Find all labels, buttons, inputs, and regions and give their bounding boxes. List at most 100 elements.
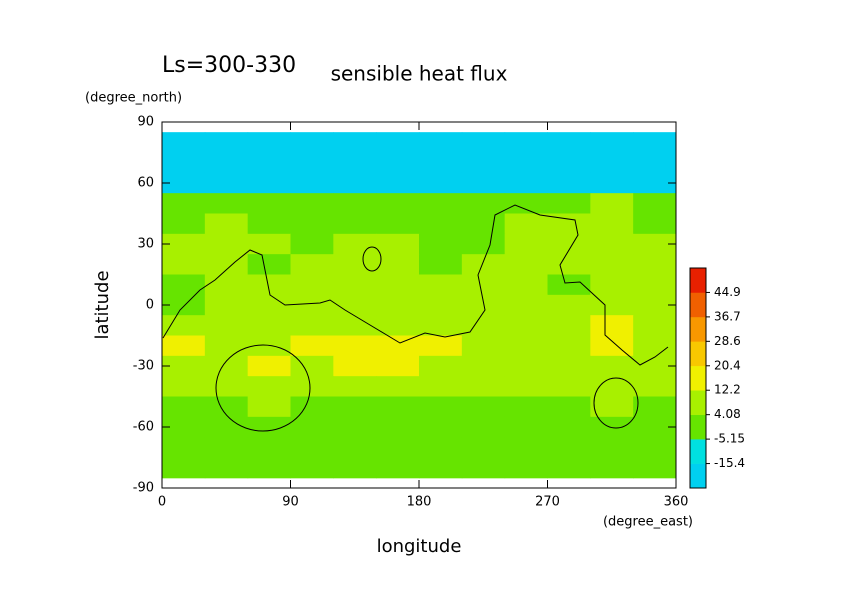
colorbar-swatch [690,463,706,489]
cell [461,294,506,316]
cell [461,172,506,194]
cell [419,172,463,194]
field [162,132,677,479]
cell [162,254,206,275]
cell [376,376,420,397]
cell [590,396,634,418]
cell [419,376,463,397]
cell [633,355,677,377]
cell [590,335,634,357]
contour-loop [593,377,639,429]
cell [547,172,591,194]
cell [419,233,463,255]
cell [376,172,420,194]
x-tick-label: 180 [407,495,432,510]
cell [247,437,291,458]
cell [204,416,249,438]
cell [504,355,548,377]
cell [461,355,506,377]
cell [290,457,334,479]
cell [590,376,634,397]
cell [290,355,334,377]
cell [461,335,506,357]
cell [633,335,677,357]
cell [547,355,591,377]
colorbar-swatch [690,390,706,415]
colorbar-label: 44.9 [714,285,741,299]
cell [204,355,249,377]
cell [204,315,249,336]
colorbar-label: 4.08 [714,407,741,421]
cell [333,355,377,377]
cell [419,193,463,214]
cell [419,213,463,235]
cell [162,437,206,458]
cell [290,193,334,214]
contours [162,204,669,432]
chart-title: sensible heat flux [331,62,508,86]
x-tick-label: 0 [158,495,166,510]
cell [504,254,548,275]
cell [547,152,591,174]
cell [461,213,506,235]
cell [376,315,420,336]
cell [461,416,506,438]
cell [633,193,677,214]
cell [333,335,377,357]
y-tick-label: -90 [133,481,154,496]
cell [590,437,634,458]
cell [504,315,548,336]
cell [247,294,291,316]
cell [504,132,548,153]
cell [204,172,249,194]
cell [590,315,634,336]
cell [162,274,206,296]
cell [461,193,506,214]
y-axis-label: latitude [92,270,113,339]
cell [247,416,291,438]
cell [247,213,291,235]
cell [333,376,377,397]
cell [162,335,206,357]
cell [376,233,420,255]
cell [290,274,334,296]
cell [333,254,377,275]
cell [290,294,334,316]
cell [376,213,420,235]
colorbar-label: 28.6 [714,334,741,348]
cell [547,437,591,458]
cell [247,274,291,296]
cell [290,437,334,458]
chart-subtitle: Ls=300-330 [162,53,296,78]
cell [333,233,377,255]
cell [247,355,291,377]
cell [247,335,291,357]
cell [633,172,677,194]
y-tick-label: -30 [133,359,154,374]
cell [333,457,377,479]
cell [162,416,206,438]
cell [590,152,634,174]
cell [504,193,548,214]
contour-line [162,204,669,366]
cell [162,457,206,479]
cell [290,335,334,357]
cell [419,396,463,418]
cell [547,193,591,214]
cell [461,132,506,153]
cell [290,213,334,235]
cell [504,335,548,357]
cell [204,294,249,316]
cell [333,132,377,153]
cell [247,233,291,255]
cell [290,376,334,397]
cell [461,274,506,296]
cell [290,416,334,438]
cell [162,233,206,255]
cell [633,274,677,296]
cell [376,193,420,214]
cell [547,416,591,438]
cell [204,213,249,235]
cell [290,254,334,275]
